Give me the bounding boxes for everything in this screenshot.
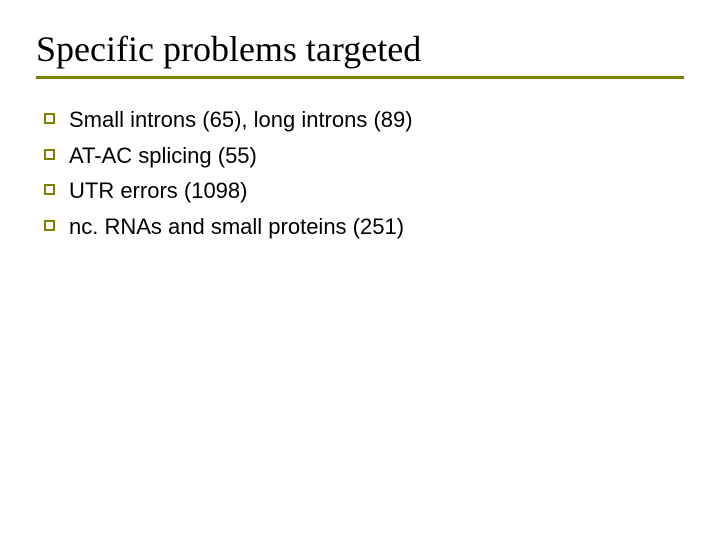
list-item: nc. RNAs and small proteins (251) <box>44 212 684 242</box>
list-item: Small introns (65), long introns (89) <box>44 105 684 135</box>
bullet-text: AT-AC splicing (55) <box>69 141 257 171</box>
title-underline <box>36 76 684 79</box>
square-bullet-icon <box>44 113 55 124</box>
bullet-text: UTR errors (1098) <box>69 176 247 206</box>
square-bullet-icon <box>44 184 55 195</box>
bullet-list: Small introns (65), long introns (89) AT… <box>36 105 684 242</box>
slide-container: Specific problems targeted Small introns… <box>0 0 720 540</box>
bullet-text: Small introns (65), long introns (89) <box>69 105 413 135</box>
square-bullet-icon <box>44 149 55 160</box>
list-item: UTR errors (1098) <box>44 176 684 206</box>
slide-title: Specific problems targeted <box>36 28 684 70</box>
list-item: AT-AC splicing (55) <box>44 141 684 171</box>
square-bullet-icon <box>44 220 55 231</box>
bullet-text: nc. RNAs and small proteins (251) <box>69 212 404 242</box>
